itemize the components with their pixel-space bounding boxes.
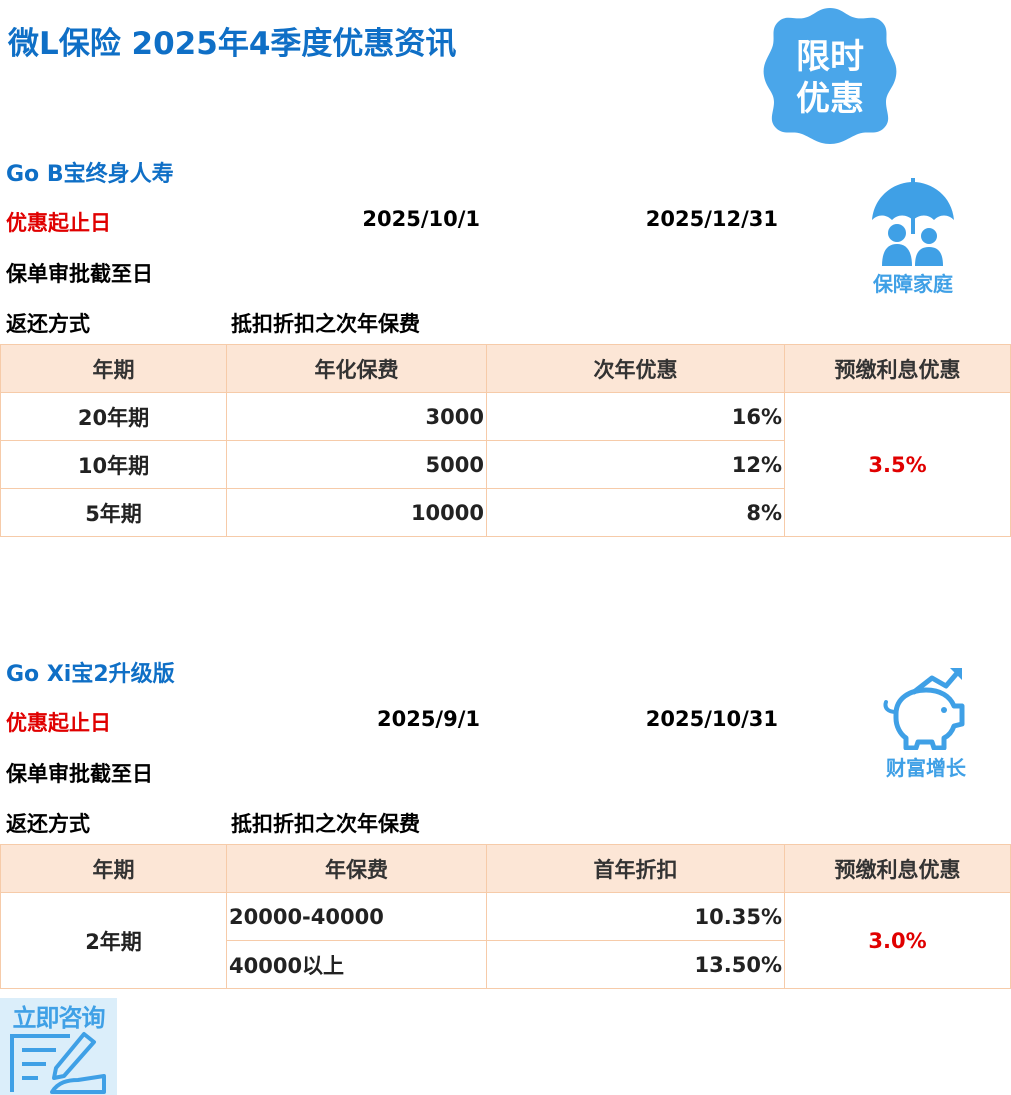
offer-cell: 12% [486,440,785,489]
header-prepay: 预缴利息优惠 [784,344,1011,393]
prepay-discount-cell: 3.0% [784,892,1011,989]
product-1-promo-label: 优惠起止日 [6,211,111,235]
product-1-promo-end: 2025/12/31 [645,207,778,231]
product-1-method-value: 抵扣折扣之次年保费 [231,312,420,336]
table-row: 40000以上 13.50% [1,940,1011,989]
header-term: 年期 [0,844,227,893]
premium-cell: 3000 [226,392,487,441]
product-1-promo-start: 2025/10/1 [362,207,480,231]
piggy-bank-caption: 财富增长 [886,756,966,780]
product-2-approval-label: 保单审批截至日 [6,762,153,786]
badge-line1: 限时 [796,37,864,77]
scalloped-badge-icon [763,8,897,144]
product-2-method-label: 返还方式 [6,812,90,836]
consult-button[interactable]: 立即咨询 [0,998,117,1095]
table-row: 20年期 3000 16% 3.5% [0,392,1011,537]
premium-cell: 5000 [226,440,487,489]
piggy-bank-growth-icon: 财富增长 [874,662,978,781]
product-1-table: 年期 年化保费 次年优惠 预缴利息优惠 20年期 3000 16% 3.5% 1… [0,344,1011,537]
prepay-discount-cell: 3.5% [784,392,1011,537]
table-header-row: 年期 年化保费 次年优惠 预缴利息优惠 [0,344,1011,393]
product-2-table: 年期 年保费 首年折扣 预缴利息优惠 2年期 20000-40000 10.35… [0,844,1011,989]
offer-cell: 8% [486,488,785,537]
table-row: 5年期 10000 8% [0,488,1011,537]
term-cell: 20年期 [0,392,227,441]
header-offer: 次年优惠 [486,344,785,393]
header-discount: 首年折扣 [486,844,785,893]
offer-cell: 16% [486,392,785,441]
term-cell: 10年期 [0,440,227,489]
term-cell: 2年期 [0,892,227,989]
product-1-name: Go B宝终身人寿 [6,162,174,187]
product-2-method-value: 抵扣折扣之次年保费 [231,812,420,836]
product-2-name: Go Xi宝2升级版 [6,662,175,687]
limited-offer-badge: 限时 优惠 [762,6,898,146]
page-title: 微L保险 2025年4季度优惠资讯 [8,26,457,62]
table-header-row: 年期 年保费 首年折扣 预缴利息优惠 [0,844,1011,893]
term-cell: 5年期 [0,488,227,537]
form-edit-icon [10,1032,106,1094]
table-row: 2年期 20000-40000 10.35% 3.0% [0,892,1011,989]
discount-cell: 13.50% [486,940,785,989]
product-2-promo-end: 2025/10/31 [645,707,778,731]
product-1-approval-label: 保单审批截至日 [6,262,153,286]
header-prepay: 预缴利息优惠 [784,844,1011,893]
premium-cell: 10000 [226,488,487,537]
product-2-promo-start: 2025/9/1 [376,707,480,731]
badge-line2: 优惠 [796,79,864,119]
product-1-method-label: 返还方式 [6,312,90,336]
premium-cell: 20000-40000 [226,892,487,941]
header-term: 年期 [0,344,227,393]
umbrella-family-icon: 保障家庭 [862,178,964,297]
discount-cell: 10.35% [486,892,785,941]
umbrella-family-caption: 保障家庭 [873,272,953,296]
product-2-promo-label: 优惠起止日 [6,711,111,735]
header-premium: 年化保费 [226,344,487,393]
header-premium: 年保费 [226,844,487,893]
premium-cell: 40000以上 [226,940,487,989]
table-row: 10年期 5000 12% [0,440,1011,489]
consult-label: 立即咨询 [12,1004,106,1032]
